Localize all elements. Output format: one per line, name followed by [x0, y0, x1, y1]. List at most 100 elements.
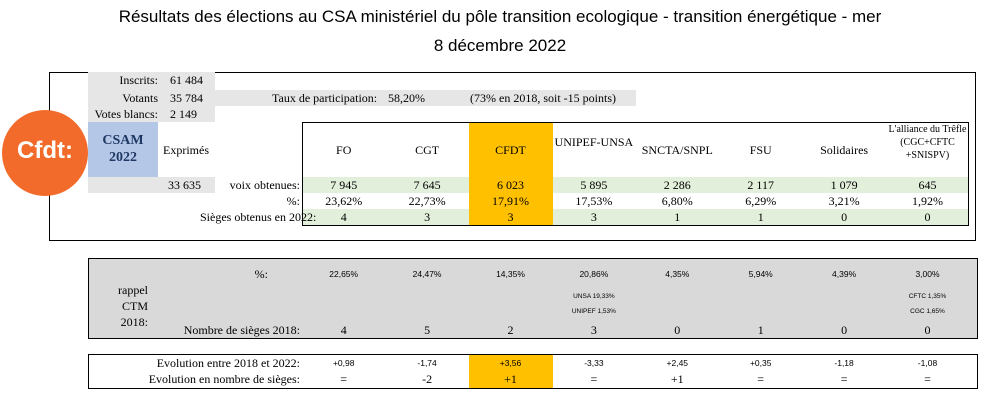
participation-value: 58,20%: [388, 91, 425, 105]
result-cell: 3: [590, 210, 597, 224]
rappel-pct: 3,00%: [915, 269, 940, 279]
rappel-pct: 14,35%: [496, 269, 525, 279]
result-cell: 2 117: [747, 178, 774, 192]
result-cell: 1 079: [830, 178, 858, 192]
rappel-pct: 4,39%: [832, 269, 857, 279]
rappel-seats: 0: [674, 323, 681, 337]
rappel-detail: CFTC 1,35%: [908, 293, 947, 300]
result-cell: 2 286: [663, 178, 691, 192]
result-cell: 3: [424, 210, 431, 224]
result-cell: 22,73%: [408, 194, 446, 208]
participation-note: (73% en 2018, soit -15 points): [470, 91, 616, 105]
union-header: Solidaires: [820, 143, 869, 157]
union-header: FO: [336, 143, 352, 157]
evolution-cell: +0,35: [749, 358, 772, 368]
rappel-detail: UNIPEF 1,53%: [571, 308, 616, 315]
seats-row-bg: [302, 209, 969, 225]
rappel-detail: UNSA 19,33%: [573, 293, 615, 300]
rappel-seats: 5: [424, 323, 431, 337]
summary-label: Votes blancs:: [94, 107, 158, 121]
result-cell: 7 645: [413, 178, 441, 192]
evolution-cell: -1,08: [917, 358, 938, 368]
result-cell: 17,91%: [491, 194, 529, 208]
rappel-pct: 24,47%: [412, 269, 442, 279]
evolution-cell: -1,74: [417, 358, 437, 368]
result-cell: 0: [924, 210, 931, 224]
evolution-cell: -3,33: [584, 358, 604, 368]
summary-value: 2 149: [170, 107, 197, 121]
row-label: Evolution entre 2018 et 2022:: [156, 356, 300, 370]
rappel-pct: 20,86%: [579, 269, 609, 279]
summary-value: 35 784: [170, 91, 203, 105]
title-line: Résultats des élections au CSA ministéri…: [118, 7, 882, 26]
result-cell: 6,80%: [661, 194, 693, 208]
row-label: Evolution en nombre de sièges:: [148, 372, 300, 386]
result-cell: 5 895: [580, 178, 608, 192]
union-header: UNIPEF-UNSA: [554, 135, 634, 149]
evolution-cell: =: [840, 372, 848, 386]
logo: [2, 110, 88, 196]
row-label: voix obtenues:: [229, 178, 300, 192]
rappel-seats: 2: [507, 323, 514, 337]
result-cell: 1,92%: [911, 194, 943, 208]
result-cell: 23,62%: [325, 194, 363, 208]
evolution-frame: [88, 354, 978, 389]
csam-box: [88, 122, 158, 177]
logo-text: Cfdt:: [17, 137, 73, 164]
union-header: CFDT: [495, 143, 526, 157]
participation-bg: [215, 90, 636, 106]
evolution-cell: +2,45: [666, 358, 689, 368]
evolution-cell: +0,98: [332, 358, 355, 368]
summary-value: 61 484: [170, 73, 203, 87]
participation-label: Taux de participation:: [272, 91, 378, 105]
row-label: Sièges obtenus en 2022:: [200, 210, 317, 224]
evolution-cell: +1: [504, 372, 517, 386]
evolution-cell: =: [924, 372, 931, 386]
rappel-pct: 4,35%: [665, 269, 690, 279]
row-label: %:: [286, 194, 300, 208]
row-label: Nombre de sièges 2018:: [183, 323, 300, 337]
summary-bg: [88, 72, 215, 122]
result-cell: 17,53%: [575, 194, 613, 208]
result-cell: 4: [340, 210, 347, 224]
evolution-cell: -1,18: [834, 358, 854, 368]
result-cell: 6,29%: [745, 194, 777, 208]
cfdt-column: [469, 122, 553, 225]
result-cell: 3,21%: [828, 194, 860, 208]
exprimes-value: 33 635: [168, 178, 201, 192]
exprimes-bg: [88, 177, 215, 193]
rappel-seats: 0: [841, 323, 848, 337]
summary-label: Inscrits:: [119, 73, 158, 87]
result-cell: 1: [757, 210, 764, 224]
summary-label: Votants: [122, 91, 158, 105]
evolution-cell: -2: [422, 372, 433, 386]
csam-label: CSAM 2022: [102, 133, 144, 165]
result-cell: 645: [918, 178, 937, 192]
rappel-pct: 22,65%: [329, 269, 359, 279]
rappel-seats: 1: [757, 323, 764, 337]
rappel-pct: 5,94%: [748, 269, 773, 279]
evolution-cell: +3,56: [499, 358, 522, 368]
result-cell: 6 023: [496, 178, 524, 192]
union-header: SNCTA/SNPL: [641, 143, 713, 157]
rappel-seats: 0: [924, 323, 931, 337]
rappel-seats: 3: [590, 323, 597, 337]
result-cell: 7 945: [330, 178, 358, 192]
result-cell: 1: [674, 210, 681, 224]
union-header: L'alliance du Trêfle (CGC+CFTC +SNISPV): [888, 124, 967, 161]
evolution-cell: +1: [670, 372, 684, 386]
result-cell: 0: [841, 210, 848, 224]
rappel-label: rappel CTM 2018:: [118, 283, 148, 329]
rappel-frame: [88, 258, 978, 339]
evolution-cell: =: [757, 372, 765, 386]
cfdt-column-evolution: [469, 355, 553, 388]
voix-row-bg: [302, 177, 969, 193]
exprimes-label: Exprimés: [163, 143, 209, 157]
row-label: %:: [254, 267, 268, 281]
rappel-seats: 4: [340, 323, 347, 337]
evolution-cell: =: [340, 372, 348, 386]
title-line: 8 décembre 2022: [433, 36, 567, 55]
rappel-detail: CGC 1,65%: [910, 308, 945, 315]
table-border: [302, 122, 969, 226]
